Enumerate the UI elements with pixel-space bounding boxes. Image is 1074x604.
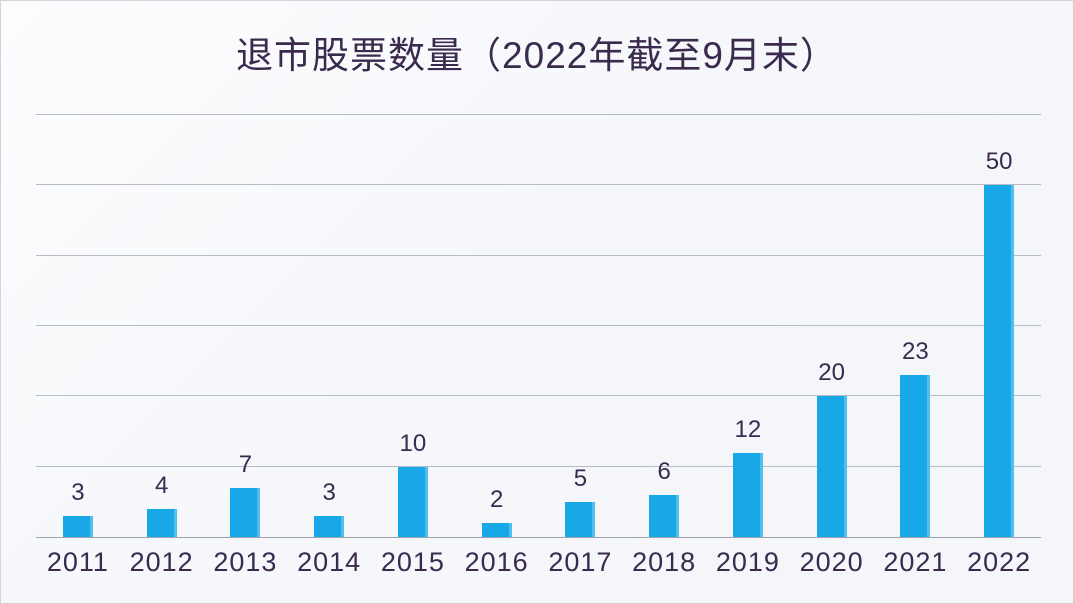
- gridline: [36, 254, 1041, 256]
- bar-value-label: 6: [657, 457, 671, 485]
- x-tick-label: 2011: [46, 547, 109, 577]
- bar: [900, 375, 931, 537]
- bar-value-label: 10: [399, 429, 427, 457]
- bar-column: 7: [204, 115, 288, 537]
- bar-value-label: 3: [71, 478, 85, 506]
- bar-column: 20: [790, 115, 874, 537]
- bar-column: 23: [874, 115, 958, 537]
- bar: [146, 508, 177, 537]
- bar-column: 2: [455, 115, 539, 537]
- bar: [481, 522, 512, 537]
- gridline: [36, 184, 1041, 186]
- x-tick-label: 2020: [799, 547, 864, 577]
- bar-column: 3: [287, 115, 371, 537]
- x-tick-label: 2022: [967, 547, 1032, 577]
- x-tick-label: 2017: [548, 547, 613, 577]
- x-tick-label: 2021: [883, 547, 948, 577]
- bar-value-label: 4: [154, 471, 169, 499]
- bar-value-label: 7: [238, 450, 253, 478]
- x-tick-label: 2016: [464, 547, 529, 577]
- chart-title: 退市股票数量（2022年截至9月末）: [236, 35, 838, 76]
- gridline: [36, 114, 1041, 115]
- bar-value-label: 3: [322, 478, 336, 506]
- bar-value-label: 5: [573, 464, 588, 492]
- x-tick-label: 2014: [297, 547, 362, 577]
- bar: [732, 452, 763, 537]
- bar-column: 4: [120, 115, 204, 537]
- plot-area: 3 4 7 3 10 2 5 6 12 20 23 50: [36, 114, 1041, 538]
- x-tick-label: 2012: [129, 547, 194, 577]
- bar-value-label: 20: [818, 359, 845, 387]
- bar-column: 6: [622, 115, 706, 537]
- x-tick-label: 2015: [380, 547, 445, 577]
- bar: [816, 396, 847, 537]
- bar: [649, 494, 680, 537]
- x-tick-label: 2019: [715, 547, 780, 577]
- bar-value-label: 2: [489, 485, 504, 513]
- bar: [984, 185, 1015, 537]
- bar: [314, 515, 345, 537]
- bar: [62, 515, 93, 537]
- x-axis-line: [36, 537, 1041, 538]
- bars-row: 3 4 7 3 10 2 5 6 12 20 23 50: [36, 115, 1041, 537]
- bar-value-label: 12: [734, 415, 762, 443]
- x-tick-label: 2018: [632, 547, 697, 577]
- gridline: [36, 395, 1041, 397]
- bar-value-label: 50: [985, 148, 1013, 176]
- bar-column: 12: [706, 115, 790, 537]
- bar-value-label: 23: [902, 338, 929, 366]
- bar: [230, 487, 261, 537]
- x-axis-tick-labels: 2011 2012 2013 2014 2015 2016 2017 2018 2019 2020…: [36, 547, 1041, 578]
- bar-column: 3: [36, 115, 120, 537]
- bar-column: 10: [371, 115, 455, 537]
- bar: [397, 466, 428, 537]
- x-tick-label: 2013: [213, 547, 278, 577]
- gridline: [36, 465, 1041, 467]
- bar-column: 5: [539, 115, 623, 537]
- bar: [565, 501, 596, 537]
- gridline: [36, 325, 1041, 326]
- bar-column: 50: [957, 115, 1041, 537]
